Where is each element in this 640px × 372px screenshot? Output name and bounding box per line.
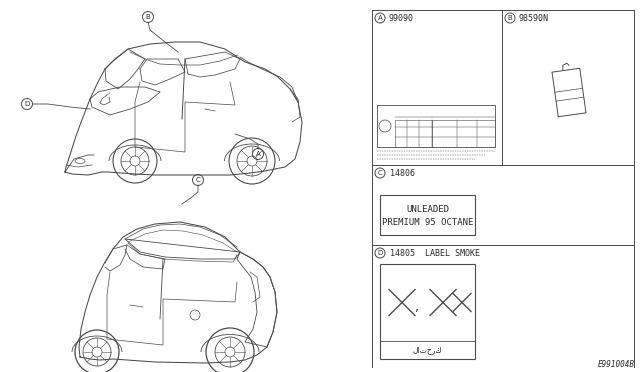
Text: 99090: 99090 [389,13,414,22]
Text: UNLEADED: UNLEADED [406,205,449,214]
Text: ,: , [415,301,419,314]
Text: B: B [508,15,513,21]
Bar [380,264,475,359]
Text: D: D [378,250,383,256]
Text: 14805  LABEL SMOKE: 14805 LABEL SMOKE [390,248,480,257]
Text: E991004B: E991004B [598,360,635,369]
Bar [380,195,475,235]
Text: A: A [255,151,260,157]
Text: A: A [378,15,382,21]
Text: C: C [196,177,200,183]
Text: PREMIUM 95 OCTANE: PREMIUM 95 OCTANE [382,218,473,227]
Text: C: C [378,170,382,176]
Text: 98590N: 98590N [519,13,549,22]
Text: 14806: 14806 [390,169,415,177]
Text: B: B [146,14,150,20]
Text: لاتحرك: لاتحرك [413,346,442,355]
Text: D: D [24,101,29,107]
Bar [377,105,495,147]
